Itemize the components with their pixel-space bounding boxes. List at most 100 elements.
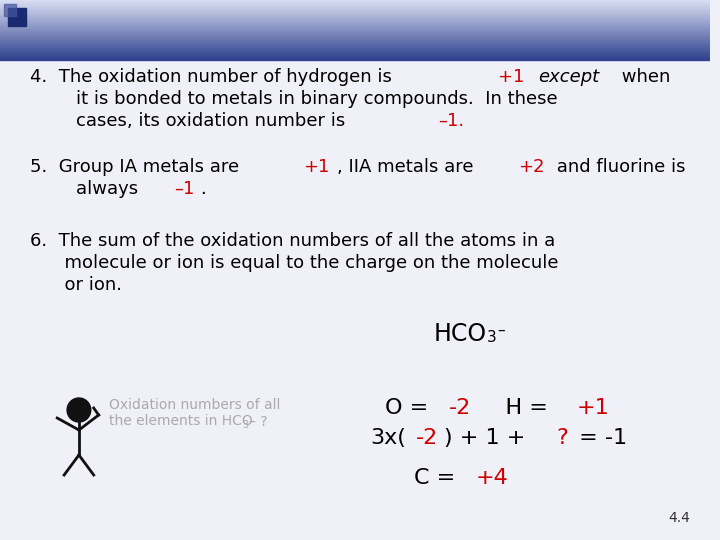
Bar bbox=[0, 17, 710, 18]
Bar bbox=[0, 1, 710, 2]
Bar bbox=[0, 34, 710, 35]
Text: molecule or ion is equal to the charge on the molecule: molecule or ion is equal to the charge o… bbox=[30, 254, 558, 272]
Bar bbox=[0, 57, 710, 58]
Bar bbox=[0, 28, 710, 29]
Bar bbox=[0, 15, 710, 16]
Bar bbox=[0, 46, 710, 47]
Text: –: – bbox=[498, 323, 505, 338]
Text: H =: H = bbox=[477, 398, 555, 418]
Bar bbox=[0, 42, 710, 43]
Bar bbox=[0, 55, 710, 56]
Text: 3: 3 bbox=[487, 330, 497, 345]
Text: it is bonded to metals in binary compounds.  In these: it is bonded to metals in binary compoun… bbox=[30, 90, 557, 108]
Bar bbox=[0, 32, 710, 33]
Text: = -1: = -1 bbox=[572, 428, 626, 448]
Text: O =: O = bbox=[384, 398, 435, 418]
Bar bbox=[8, 8, 26, 26]
Bar bbox=[0, 52, 710, 53]
Bar bbox=[0, 33, 710, 34]
Text: C =: C = bbox=[414, 468, 463, 488]
Text: +4: +4 bbox=[476, 468, 508, 488]
Text: ) + 1 +: ) + 1 + bbox=[444, 428, 532, 448]
Text: +1: +1 bbox=[303, 158, 330, 176]
Bar bbox=[0, 35, 710, 36]
Text: .: . bbox=[200, 180, 206, 198]
Bar bbox=[0, 5, 710, 6]
Bar bbox=[0, 8, 710, 9]
Bar bbox=[0, 27, 710, 28]
Bar bbox=[0, 12, 710, 13]
Text: the elements in HCO: the elements in HCO bbox=[109, 414, 252, 428]
Bar bbox=[0, 48, 710, 49]
Text: +1: +1 bbox=[577, 398, 609, 418]
Text: HCO: HCO bbox=[434, 322, 487, 346]
Bar bbox=[0, 36, 710, 37]
Circle shape bbox=[67, 398, 91, 422]
Bar bbox=[0, 3, 710, 4]
Bar bbox=[0, 2, 710, 3]
Bar bbox=[0, 24, 710, 25]
Text: –1: –1 bbox=[174, 180, 195, 198]
Text: 5.  Group IA metals are: 5. Group IA metals are bbox=[30, 158, 245, 176]
Bar bbox=[0, 9, 710, 10]
Text: when: when bbox=[616, 68, 670, 86]
Bar bbox=[0, 51, 710, 52]
Bar bbox=[0, 7, 710, 8]
Bar bbox=[0, 20, 710, 21]
Bar bbox=[0, 58, 710, 59]
Text: Oxidation numbers of all: Oxidation numbers of all bbox=[109, 398, 280, 412]
Bar bbox=[0, 16, 710, 17]
Text: or ion.: or ion. bbox=[30, 276, 122, 294]
Bar bbox=[0, 13, 710, 14]
Bar bbox=[0, 54, 710, 55]
Text: cases, its oxidation number is: cases, its oxidation number is bbox=[30, 112, 351, 130]
Text: 6.  The sum of the oxidation numbers of all the atoms in a: 6. The sum of the oxidation numbers of a… bbox=[30, 232, 555, 250]
Text: 3: 3 bbox=[243, 420, 249, 430]
Bar bbox=[0, 49, 710, 50]
Bar bbox=[0, 38, 710, 39]
Bar bbox=[0, 26, 710, 27]
Bar bbox=[0, 22, 710, 23]
Bar bbox=[0, 29, 710, 30]
Text: – ?: – ? bbox=[248, 415, 267, 429]
Bar bbox=[0, 56, 710, 57]
Bar bbox=[0, 45, 710, 46]
Text: , IIA metals are: , IIA metals are bbox=[337, 158, 479, 176]
Text: -2: -2 bbox=[415, 428, 438, 448]
Text: ?: ? bbox=[557, 428, 568, 448]
Bar bbox=[0, 50, 710, 51]
Bar bbox=[0, 18, 710, 19]
Text: 4.4: 4.4 bbox=[669, 511, 690, 525]
Bar bbox=[0, 40, 710, 41]
Bar bbox=[0, 6, 710, 7]
Bar bbox=[0, 41, 710, 42]
Bar bbox=[0, 11, 710, 12]
Bar bbox=[0, 47, 710, 48]
Text: always: always bbox=[30, 180, 143, 198]
Text: and fluorine is: and fluorine is bbox=[552, 158, 686, 176]
Bar bbox=[0, 43, 710, 44]
Bar bbox=[0, 53, 710, 54]
Bar bbox=[0, 19, 710, 20]
Bar bbox=[0, 37, 710, 38]
Text: except: except bbox=[539, 68, 600, 86]
Bar bbox=[0, 59, 710, 60]
Bar bbox=[0, 44, 710, 45]
Bar bbox=[0, 21, 710, 22]
Bar bbox=[0, 10, 710, 11]
Bar bbox=[0, 30, 710, 31]
Text: –1.: –1. bbox=[438, 112, 464, 130]
Bar bbox=[0, 0, 710, 1]
Bar bbox=[0, 31, 710, 32]
Bar bbox=[0, 23, 710, 24]
Text: 3x(: 3x( bbox=[370, 428, 406, 448]
Text: 4.  The oxidation number of hydrogen is: 4. The oxidation number of hydrogen is bbox=[30, 68, 397, 86]
Text: +2: +2 bbox=[518, 158, 544, 176]
Text: -2: -2 bbox=[449, 398, 471, 418]
Bar bbox=[0, 39, 710, 40]
Bar bbox=[0, 14, 710, 15]
Bar bbox=[0, 25, 710, 26]
Bar bbox=[0, 4, 710, 5]
Text: +1: +1 bbox=[498, 68, 530, 86]
Bar bbox=[4, 4, 16, 16]
